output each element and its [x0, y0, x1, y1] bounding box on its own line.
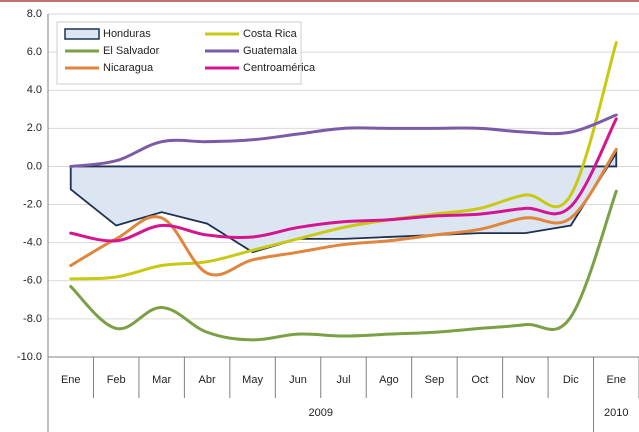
y-tick-label: -6.0	[23, 275, 42, 287]
line	[69, 189, 618, 342]
legend-label: Guatemala	[243, 45, 298, 57]
y-tick-label: -2.0	[23, 198, 42, 210]
plot	[69, 41, 618, 342]
area	[69, 149, 618, 254]
legend: Honduras Costa Rica El Salvador Guatemala Ni…	[56, 21, 316, 85]
y-tick-label: 0.0	[27, 160, 42, 172]
x-tick-label: Nov	[516, 374, 536, 386]
legend-swatch	[64, 28, 100, 40]
axes: -10.0 -8.0 -6.0 -4.0 -2.0 0.0 2.0 4.0 6.0 8.0 Ene F…	[17, 8, 639, 432]
line	[69, 117, 618, 243]
x-tick-label: Ene	[606, 374, 626, 386]
line	[69, 41, 618, 281]
x-tick-label: Jun	[289, 374, 307, 386]
x-tick-label: May	[242, 374, 263, 386]
line	[69, 113, 618, 168]
x-tick-label: Ene	[61, 374, 81, 386]
x-tick-label: Sep	[425, 374, 445, 386]
legend-label: Costa Rica	[243, 28, 298, 40]
legend-label: Centroamérica	[243, 62, 316, 74]
x-tick-label: Mar	[152, 374, 171, 386]
y-tick-label: -8.0	[23, 313, 42, 325]
x-tick-label: Dic	[563, 374, 579, 386]
legend-label: Nicaragua	[103, 62, 154, 74]
y-tick-label: 8.0	[27, 8, 42, 20]
line	[69, 147, 618, 277]
y-tick-label: 2.0	[27, 122, 42, 134]
x-tick-label: Feb	[107, 374, 126, 386]
x-tick-label: Jul	[336, 374, 350, 386]
legend-label: Honduras	[103, 28, 151, 40]
x-tick-label: Oct	[471, 374, 488, 386]
y-tick-label: 4.0	[27, 84, 42, 96]
year-label: 2009	[309, 407, 333, 419]
year-label: 2010	[604, 407, 628, 419]
x-tick-label: Ago	[379, 374, 399, 386]
y-tick-label: -10.0	[17, 351, 42, 363]
y-tick-label: 6.0	[27, 46, 42, 58]
legend-label: El Salvador	[103, 45, 160, 57]
x-tick-label: Abr	[199, 374, 216, 386]
y-tick-label: -4.0	[23, 237, 42, 249]
